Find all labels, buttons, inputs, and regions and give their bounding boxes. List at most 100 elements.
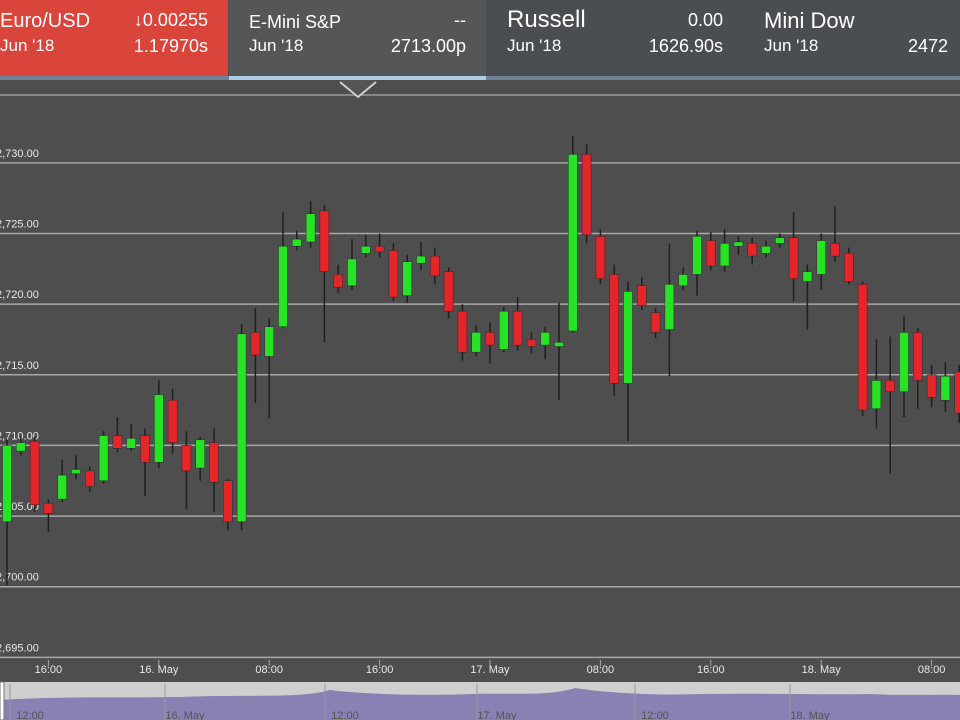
tab-name: Russell [507,6,586,33]
navigator-label: 12:00 [331,710,359,720]
candle-body [802,271,813,282]
tab[interactable]: Euro/USD ↓0.00255 Jun '18 1.17970s [0,0,228,76]
candle-body [430,255,440,277]
y-tick-label: 2,720.00 [0,289,39,301]
x-tick-label: 08:00 [918,664,946,676]
candle-body [16,442,26,452]
candle-body [857,284,868,411]
x-tick-label: 16. May [139,664,179,676]
candle-body [623,291,633,384]
y-tick-label: 2,700.00 [0,572,39,584]
candle-body [85,470,95,487]
navigator-label: 12:00 [641,710,669,720]
candle-body [485,332,495,346]
y-tick-label: 2,725.00 [0,218,39,230]
candle-body [236,333,247,522]
navigator-label: 17. May [477,710,517,720]
tab-expiry: Jun '18 [764,36,819,55]
candle-body [871,380,882,409]
candle-body [954,371,960,414]
tab-pointer [340,80,376,97]
navigator-label: 18. May [790,710,830,720]
candle-body [788,237,799,279]
candle-body [374,245,385,253]
navigator-label: 12:00 [16,710,44,720]
candle-body [126,438,136,449]
candle-body [719,243,730,267]
candle-body [43,503,54,514]
candle-body [388,250,399,298]
candle-body [816,240,826,275]
candle-body [264,326,274,357]
candle-body [540,332,550,346]
candle-body [2,445,12,522]
candle-body [775,237,785,244]
candle-body [112,435,123,449]
candle-body [167,399,178,443]
candle-body [761,245,771,254]
candle-body [554,342,564,347]
candle-body [885,380,895,392]
candle-body [278,245,288,327]
candle-body [305,213,316,243]
candle-body [361,245,371,254]
candle-body [512,310,523,346]
candle-body [57,474,67,500]
candle-body [471,332,481,353]
tab-expiry: Jun '18 [0,36,55,55]
x-tick-label: 16:00 [366,664,394,676]
tab-pointer-edge [339,81,377,99]
candle-body [250,332,261,356]
candle-body [333,274,343,288]
navigator-area [0,688,960,720]
candle-body [140,435,150,463]
y-tick-label: 2,710.00 [0,430,39,442]
candle-body [940,375,951,401]
candle-body [664,284,675,330]
candle-body [526,339,537,347]
x-tick-label: 17. May [470,664,510,676]
candle-body [154,394,164,463]
tab-name: Mini Dow [764,8,855,33]
tab-price: 1.17970s [133,36,208,56]
navigator-handle[interactable] [0,681,5,720]
tab-change: ↓0.00255 [133,10,208,30]
y-tick-label: 2,705.00 [0,501,39,513]
candle-body [457,310,468,353]
candle-body [926,374,937,398]
candle-body [913,332,923,381]
candle-body [706,240,716,267]
candle-body [609,274,619,384]
candle-body [223,480,233,522]
candle-body [98,435,109,482]
candle-body [692,236,702,275]
candle-body [71,469,81,474]
tab[interactable]: E-Mini S&P -- Jun '18 2713.00p [229,0,486,76]
candle-body [319,210,330,272]
x-tick-label: 16:00 [697,664,725,676]
navigator-label: 16. May [165,710,205,720]
tab[interactable]: Russell 0.00 Jun '18 1626.90s [487,0,743,76]
candle-body [595,236,606,279]
x-tick-label: 18. May [802,664,842,676]
candle-body [29,440,40,506]
candle-body [830,243,840,257]
candle-body [209,442,219,483]
y-tick-label: 2,730.00 [0,148,39,160]
y-tick-label: 2,695.00 [0,642,39,654]
candle-body [347,258,357,287]
candle-body [499,310,509,350]
tab[interactable]: Mini Dow Jun '18 2472 [744,0,960,76]
tab-price: 1626.90s [648,36,723,56]
candle-body [678,274,688,287]
x-tick-label: 16:00 [35,664,63,676]
tab-name: Euro/USD [0,10,91,32]
candle-body [747,243,757,257]
tab-expiry: Jun '18 [507,36,562,55]
x-tick-label: 08:00 [587,664,615,676]
x-tick-label: 08:00 [255,664,283,676]
candle-body [292,238,302,247]
candle-body [195,439,205,469]
